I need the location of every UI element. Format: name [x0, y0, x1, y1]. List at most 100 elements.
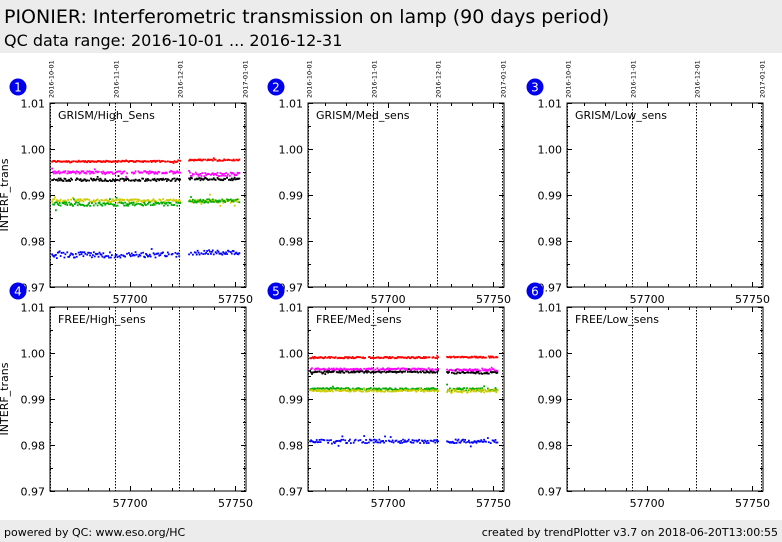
data-point [467, 441, 469, 443]
data-point [59, 171, 62, 174]
data-point [176, 170, 179, 173]
x-tick-label: 57700 [630, 497, 665, 510]
data-point [140, 171, 143, 174]
data-point [358, 371, 361, 374]
data-point [486, 437, 489, 439]
data-point [106, 160, 109, 163]
data-point [419, 442, 422, 444]
data-point [96, 198, 99, 201]
date-label: 2016-10-01 [48, 60, 56, 98]
data-point [196, 200, 199, 203]
data-point [453, 356, 456, 359]
data-point [90, 177, 92, 180]
data-point [128, 253, 131, 256]
data-point [75, 160, 78, 163]
data-point [403, 370, 405, 373]
data-point [90, 160, 92, 163]
data-point [139, 179, 142, 182]
data-point [415, 390, 418, 393]
data-point [125, 179, 127, 182]
data-point [469, 371, 472, 374]
data-point [203, 249, 206, 252]
data-point [203, 200, 206, 202]
data-point [145, 170, 147, 173]
data-point [385, 440, 387, 442]
data-point [200, 177, 203, 180]
data-point [338, 370, 341, 373]
data-point [156, 202, 159, 205]
data-point [62, 199, 65, 202]
data-point [80, 199, 83, 202]
data-point [470, 388, 473, 391]
data-point [62, 170, 65, 173]
data-point [375, 387, 378, 390]
data-point [468, 388, 470, 391]
data-point [364, 388, 367, 391]
data-point [64, 203, 67, 206]
data-point [134, 203, 137, 206]
data-point [386, 356, 388, 358]
data-point [114, 179, 117, 182]
data-point [110, 171, 112, 174]
data-point [215, 200, 218, 203]
data-point [322, 389, 325, 391]
data-point [149, 255, 152, 258]
data-point [65, 180, 68, 182]
data-point [313, 441, 315, 444]
data-point [432, 356, 435, 358]
data-point [435, 357, 438, 359]
data-point [79, 160, 82, 163]
data-point [116, 204, 119, 207]
data-point [384, 390, 386, 393]
data-point [135, 200, 138, 203]
data-point [109, 200, 111, 203]
data-point [419, 387, 422, 390]
data-point [54, 201, 56, 204]
data-point [165, 201, 168, 204]
data-point [127, 199, 129, 202]
data-point [404, 388, 406, 391]
data-point [425, 389, 428, 392]
data-point [323, 439, 326, 442]
data-point [129, 160, 132, 162]
data-point [475, 355, 478, 358]
data-point [477, 356, 480, 359]
data-point [133, 160, 136, 163]
data-point [491, 390, 494, 392]
data-point [449, 387, 451, 390]
data-point [59, 255, 62, 257]
data-point [400, 367, 403, 370]
data-point [482, 388, 485, 391]
data-point [449, 391, 452, 394]
data-point [381, 368, 384, 370]
x-tick-label: 57750 [476, 293, 511, 306]
data-point [432, 387, 435, 389]
data-point [331, 371, 334, 373]
footer-powered-by: powered by QC: www.eso.org/HC [4, 526, 186, 539]
data-point [401, 441, 404, 444]
data-point [391, 368, 394, 371]
data-point [366, 371, 368, 374]
data-point [164, 202, 166, 205]
data-point [456, 371, 459, 374]
data-point [368, 367, 370, 370]
data-point [198, 201, 201, 203]
data-point [221, 198, 224, 201]
data-point [421, 389, 423, 392]
data-point [166, 178, 169, 181]
data-point [57, 251, 60, 254]
data-point [484, 440, 486, 443]
panel-badge-label: 1 [14, 81, 22, 95]
data-point [345, 368, 348, 371]
data-point [146, 255, 149, 258]
data-point [377, 370, 380, 373]
data-point [124, 160, 127, 163]
y-tick-label: 1.01 [21, 302, 46, 315]
data-point [174, 251, 177, 254]
data-point [338, 439, 341, 442]
data-point [314, 389, 317, 392]
data-point [111, 198, 114, 201]
data-point [123, 198, 126, 201]
data-point [68, 160, 71, 163]
data-point [67, 255, 70, 258]
